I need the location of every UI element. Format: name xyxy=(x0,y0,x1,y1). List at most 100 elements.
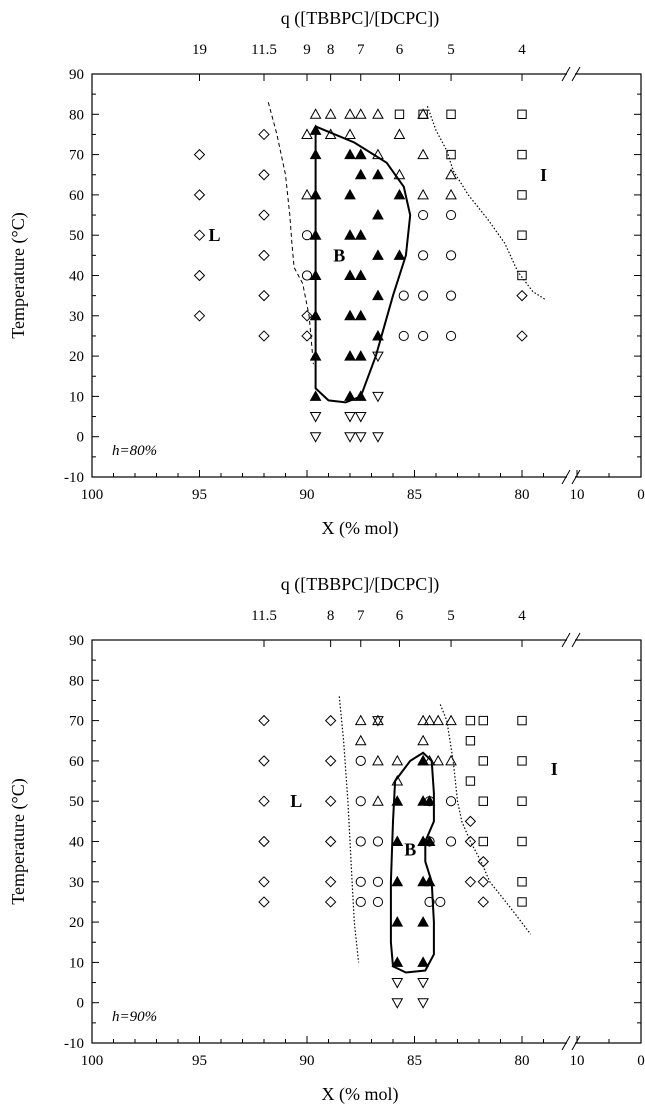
open-triangle-point xyxy=(432,714,444,726)
circle-point xyxy=(445,290,457,301)
x-tick-label: 10 xyxy=(570,487,585,503)
filled-triangle-point xyxy=(391,875,404,887)
top-axis-title: q ([TBBPC]/[DCPC]) xyxy=(281,8,440,29)
humidity-annotation: h=90% xyxy=(112,1009,157,1025)
down-triangle-point xyxy=(391,998,404,1009)
open-triangle-point xyxy=(417,148,429,160)
square-point xyxy=(517,756,527,766)
diamond-point xyxy=(477,896,490,908)
filled-triangle-point xyxy=(309,390,322,401)
circle-point xyxy=(445,250,457,261)
filled-triangle-point xyxy=(391,916,404,927)
square-point xyxy=(478,796,489,806)
circle-point xyxy=(445,330,457,342)
diamond-point xyxy=(258,169,270,181)
dotted-phase-boundary xyxy=(439,704,532,935)
circle-point xyxy=(301,230,313,241)
square-point xyxy=(517,149,527,160)
filled-triangle-point xyxy=(423,795,436,806)
square-point xyxy=(517,715,527,726)
diamond-point xyxy=(301,310,313,322)
circle-point xyxy=(372,836,384,847)
square-series xyxy=(465,715,527,907)
square-point xyxy=(465,776,476,786)
dotted-phase-boundary xyxy=(338,696,360,963)
x-tick-label: 80 xyxy=(515,487,530,503)
region-label-l: L xyxy=(209,225,221,245)
filled-triangle-point xyxy=(372,168,384,180)
axis-break-mark xyxy=(561,66,571,82)
top-tick-label: 8 xyxy=(327,42,335,58)
circle-point xyxy=(355,836,366,847)
diamond-point xyxy=(464,876,477,888)
diamond-series xyxy=(258,714,490,908)
open-triangle-point xyxy=(301,188,313,200)
filled-triangle-point xyxy=(417,916,429,927)
diamond-point xyxy=(324,795,337,807)
diamond-point xyxy=(193,189,206,201)
region-label-b: B xyxy=(333,245,345,265)
y-tick-label: 60 xyxy=(69,188,84,204)
open-triangle-point xyxy=(423,714,436,726)
y-tick-label: 0 xyxy=(77,996,85,1012)
circle-point xyxy=(418,209,429,221)
down-triangle-point xyxy=(372,351,384,363)
down-triangle-point xyxy=(417,978,429,989)
filled-triangle-point xyxy=(344,148,356,160)
down-triangle-point xyxy=(372,391,384,403)
square-point xyxy=(517,109,527,119)
top-axis-title: q ([TBBPC]/[DCPC]) xyxy=(281,574,440,595)
x-axis-title: X (% mol) xyxy=(322,518,399,539)
top-tick-label: 19 xyxy=(192,42,207,58)
diamond-point xyxy=(324,835,337,848)
diamond-point xyxy=(193,148,206,161)
x-tick-label: 85 xyxy=(407,1053,422,1069)
diamond-point xyxy=(324,896,337,908)
circle-point xyxy=(398,290,409,301)
filled-triangle-point xyxy=(391,835,404,846)
x-tick-label: 90 xyxy=(300,487,315,503)
diamond-point xyxy=(464,835,477,848)
diamond-point xyxy=(193,229,206,241)
square-point xyxy=(478,715,489,726)
triangle-down-series xyxy=(309,351,384,443)
y-tick-label: 40 xyxy=(69,269,84,285)
open-triangle-point xyxy=(432,754,444,766)
y-tick-label: 10 xyxy=(69,389,84,405)
filled-triangle-point xyxy=(344,188,356,200)
square-point xyxy=(478,836,489,847)
open-triangle-point xyxy=(344,108,356,119)
open-triangle-point xyxy=(391,775,404,786)
filled-triangle-point xyxy=(393,249,406,260)
x-tick-label: 85 xyxy=(407,487,422,503)
diamond-point xyxy=(258,795,270,807)
x-tick-label: 100 xyxy=(81,1053,104,1069)
filled-triangle-point xyxy=(344,350,356,361)
square-point xyxy=(517,877,527,887)
axis-break-mark xyxy=(571,469,581,485)
filled-triangle-point xyxy=(309,188,322,200)
square-point xyxy=(446,109,456,119)
diamond-point xyxy=(516,330,528,342)
open-triangle-point xyxy=(372,148,384,160)
diamond-series xyxy=(193,128,528,342)
filled-triangle-point xyxy=(354,309,367,321)
open-triangle-point xyxy=(354,108,367,119)
circle-series xyxy=(355,755,457,908)
diamond-point xyxy=(301,330,313,342)
down-triangle-point xyxy=(372,432,384,443)
y-tick-label: 70 xyxy=(69,148,84,164)
open-triangle-point xyxy=(417,108,429,119)
open-triangle-point xyxy=(445,188,457,200)
filled-triangle-point xyxy=(372,329,384,341)
x-axis-title: X (% mol) xyxy=(322,1084,399,1105)
down-triangle-point xyxy=(309,412,322,423)
filled-triangle-point xyxy=(309,229,322,240)
y-tick-label: 20 xyxy=(69,349,84,365)
y-tick-label: 80 xyxy=(69,673,84,689)
dotted-phase-boundary xyxy=(426,105,546,301)
axis-break-mark xyxy=(571,66,581,82)
circle-point xyxy=(372,876,384,887)
